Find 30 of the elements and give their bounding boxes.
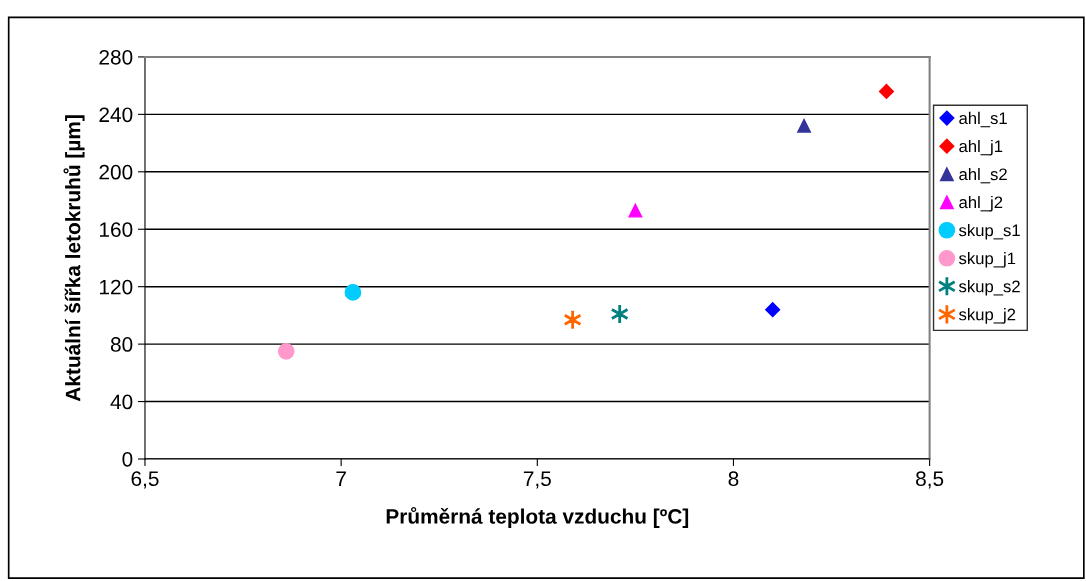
point [765,302,781,318]
legend-label: skup_s1 [959,224,1020,240]
y-tick-label: 280 [99,49,133,65]
point [797,118,812,133]
x-tick-label: 7,5 [523,471,551,489]
point [878,83,895,99]
y-tick-label: 160 [100,222,133,237]
legend-label: ahl_s1 [959,111,1007,128]
legend-label: ahl_j2 [959,195,1003,212]
x-tick-label: 8,5 [916,471,944,489]
y-tick-label: 120 [100,279,133,295]
y-tick-label: 240 [99,107,133,123]
legend-label: skup_s2 [959,280,1020,296]
x-tick-label: 6,5 [131,471,159,489]
point [628,203,643,218]
legend-label: ahl_j1 [959,139,1003,156]
y-axis-title: Aktuální šířka letokruhů [µm] [63,115,85,402]
point [610,303,629,325]
y-tick-label: 200 [99,164,133,180]
x-tick-label: 7 [336,471,346,486]
y-tick-label: 0 [122,451,133,467]
legend-label: skup_j1 [959,252,1016,268]
legend-label: skup_j2 [959,308,1016,324]
x-axis-title: Průměrná teplota vzduchu [ºC] [386,506,689,528]
point [344,284,362,301]
y-tick-label: 40 [110,394,133,410]
y-tick-label: 80 [110,337,133,352]
legend-label: ahl_s2 [959,167,1007,184]
point [277,342,295,360]
x-tick-label: 8 [728,471,739,487]
